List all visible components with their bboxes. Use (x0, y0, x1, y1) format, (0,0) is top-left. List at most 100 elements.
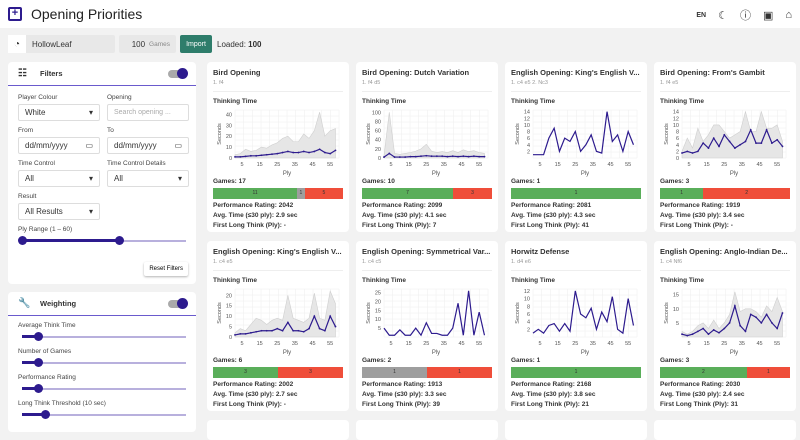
y-tick-label: 5 (229, 325, 232, 331)
weight-slider-handle[interactable] (34, 384, 44, 393)
import-button[interactable]: Import (180, 35, 212, 53)
filters-toggle[interactable] (168, 67, 188, 79)
opening-card[interactable]: Horwitz Defense 1. d4 e6 Thinking Time 2… (505, 241, 647, 411)
y-axis-label: Seconds (515, 302, 521, 324)
opening-name: English Opening: King's English V... (213, 247, 342, 256)
filters-title: Filters (40, 69, 63, 78)
data-point (733, 147, 736, 149)
weight-slider[interactable] (18, 384, 186, 394)
data-point (234, 156, 236, 158)
mean-line (681, 303, 784, 337)
logo-icon: + (8, 7, 22, 21)
x-tick-label: 45 (756, 341, 762, 347)
y-tick-label: 12 (524, 116, 530, 122)
result-loss-segment: 1 (427, 367, 492, 378)
y-tick-label: 10 (375, 317, 381, 323)
help-icon[interactable]: ⓘ (739, 10, 751, 22)
calendar-icon[interactable]: ▭ (85, 141, 93, 150)
result-select[interactable]: All Results ▾ (18, 203, 100, 220)
data-point (329, 152, 332, 155)
average-time: Avg. Time (≤30 ply): 4.3 sec (511, 212, 596, 219)
y-tick-label: 10 (226, 314, 232, 320)
weight-slider[interactable] (18, 332, 186, 342)
opening-card[interactable]: Bird Opening: From's Gambit 1. f4 e5 Thi… (654, 62, 796, 232)
x-tick-label: 55 (625, 341, 631, 347)
y-tick-label: 10 (524, 123, 530, 129)
y-tick-label: 20 (226, 293, 232, 299)
ply-range-slider[interactable] (18, 236, 186, 246)
weight-slider[interactable] (18, 410, 186, 420)
language-button[interactable]: EN (696, 11, 707, 19)
loaded-label: Loaded: (217, 39, 246, 49)
data-point (302, 150, 305, 153)
opening-card[interactable] (654, 420, 796, 440)
games-count-input[interactable]: 100 Games (119, 35, 176, 53)
data-point (292, 329, 295, 332)
opening-card[interactable]: English Opening: Symmetrical Var... 1. c… (356, 241, 498, 411)
data-point (739, 324, 742, 327)
reset-filters-button[interactable]: Reset Filters (144, 262, 188, 276)
weight-slider-handle[interactable] (40, 410, 50, 419)
opening-card[interactable]: English Opening: Anglo-Indian De... 1. c… (654, 241, 796, 411)
ply-range-max-handle[interactable] (115, 236, 125, 245)
to-date-input[interactable]: dd/mm/yyyy ▭ (107, 137, 189, 154)
moon-icon[interactable]: ☾ (718, 9, 728, 22)
home-icon[interactable]: ⌂ (785, 9, 792, 21)
from-date-input[interactable]: dd/mm/yyyy ▭ (18, 137, 100, 154)
y-tick-label: 60 (375, 129, 381, 135)
y-axis-label: Seconds (664, 123, 670, 145)
games-count: Games: 6 (213, 357, 243, 364)
games-count: Games: 3 (660, 178, 690, 185)
opening-card[interactable] (505, 420, 647, 440)
data-point (446, 155, 449, 158)
weight-slider-handle[interactable] (34, 358, 44, 367)
calendar-icon[interactable]: ▭ (174, 141, 182, 150)
average-time: Avg. Time (≤30 ply): 2.7 sec (213, 391, 298, 398)
data-point (749, 128, 752, 131)
data-point (723, 133, 726, 136)
time-control-details-label: Time Control Details (107, 160, 166, 167)
player-colour-select[interactable]: White ▾ (18, 104, 100, 121)
data-point (318, 148, 321, 151)
x-tick-label: 15 (704, 341, 710, 347)
y-axis-label: Seconds (217, 123, 223, 145)
time-control-select[interactable]: All ▾ (18, 170, 100, 187)
opening-card[interactable]: Bird Opening 1. f4 Thinking Time 0 10 20 30… (207, 62, 349, 232)
opening-card[interactable]: English Opening: King's English V... 1. … (207, 241, 349, 411)
discord-icon[interactable]: ▣ (762, 9, 774, 22)
average-time: Avg. Time (≤30 ply): 3.8 sec (511, 391, 596, 398)
username-field[interactable]: ◔ HollowLeaf (8, 35, 115, 53)
x-tick-label: 15 (257, 162, 263, 168)
opening-card[interactable] (356, 420, 498, 440)
result-loss-segment: 1 (746, 367, 790, 378)
weight-slider[interactable] (18, 358, 186, 368)
weight-slider-handle[interactable] (34, 332, 44, 341)
time-control-details-select[interactable]: All ▾ (107, 170, 189, 187)
data-point (265, 153, 268, 156)
result-win-segment: 1 (511, 188, 641, 199)
y-axis-label: Seconds (515, 123, 521, 145)
opening-card[interactable] (207, 420, 349, 440)
first-long-think: First Long Think (Ply): - (660, 222, 733, 229)
first-long-think: First Long Think (Ply): 31 (660, 401, 739, 408)
data-point (723, 327, 726, 330)
data-point (478, 155, 481, 158)
games-value[interactable]: 100 (131, 39, 146, 49)
username-input[interactable]: HollowLeaf (32, 39, 72, 49)
data-point (388, 152, 391, 155)
opening-card[interactable]: Bird Opening: Dutch Variation 1. f4 d5 T… (356, 62, 498, 232)
opening-card[interactable]: English Opening: King's English V... 1. … (505, 62, 647, 232)
ply-range-min-handle[interactable] (18, 236, 27, 245)
opening-search-input[interactable]: Search opening ... (107, 104, 189, 121)
result-label: Result (18, 193, 37, 200)
first-long-think: First Long Think (Ply): 7 (362, 222, 437, 229)
data-point (686, 150, 689, 153)
data-point (286, 321, 289, 324)
y-tick-label: 12 (673, 116, 679, 122)
x-tick-label: 35 (590, 341, 596, 347)
data-point (776, 138, 779, 141)
weighting-toggle[interactable] (168, 297, 188, 309)
